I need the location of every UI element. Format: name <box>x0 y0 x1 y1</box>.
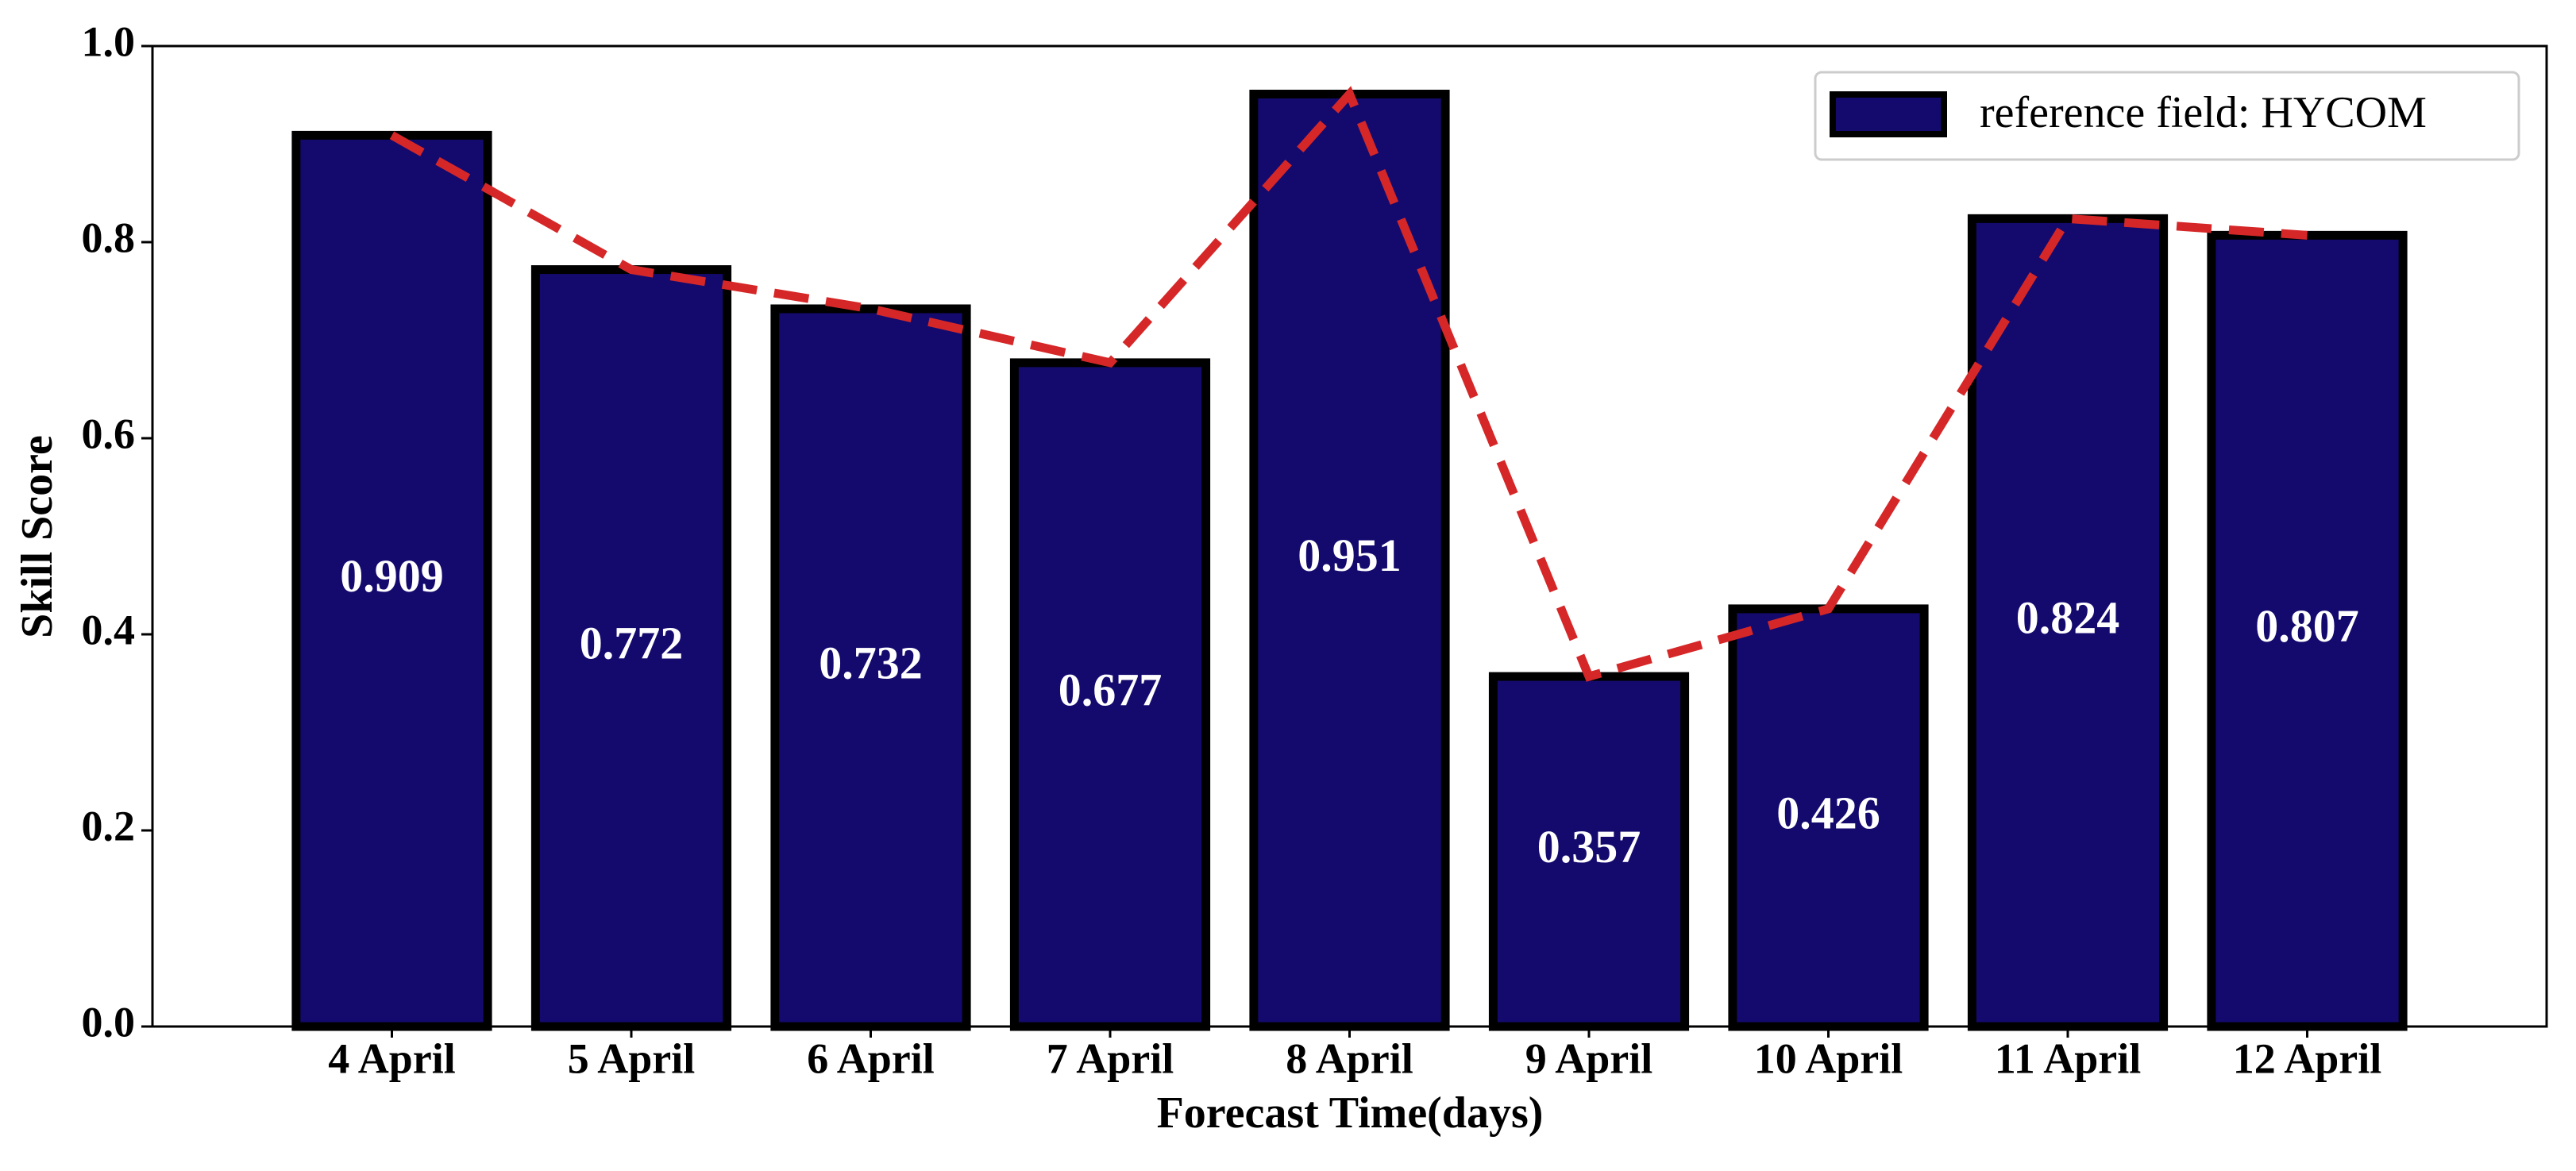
legend: reference field: HYCOM <box>1814 71 2520 161</box>
bar <box>2207 230 2408 1031</box>
legend-swatch <box>1830 91 1947 137</box>
data-label: 0.909 <box>340 550 444 602</box>
data-label: 0.732 <box>819 637 923 688</box>
x-axis-label: Forecast Time(days) <box>1157 1088 1544 1138</box>
x-tick-label: 11 April <box>1995 1034 2142 1082</box>
trend-line <box>389 86 2308 682</box>
bar <box>1967 214 2169 1031</box>
bar <box>770 304 971 1031</box>
bar <box>530 265 732 1031</box>
y-tick-label: 0.4 <box>82 606 136 653</box>
y-tick-label: 0.2 <box>82 802 136 849</box>
x-tick-label: 9 April <box>1525 1034 1653 1082</box>
data-label: 0.772 <box>580 618 684 669</box>
data-label: 0.426 <box>1776 787 1880 838</box>
x-tick-label: 6 April <box>807 1034 935 1082</box>
x-tick-label: 10 April <box>1754 1034 1903 1082</box>
y-tick-label: 0.6 <box>82 410 136 457</box>
x-tick-label: 7 April <box>1047 1034 1174 1082</box>
x-tick-label: 5 April <box>568 1034 696 1082</box>
legend-label: reference field: HYCOM <box>1980 88 2427 137</box>
y-tick-label: 1.0 <box>82 17 136 65</box>
data-label: 0.951 <box>1298 530 1402 581</box>
plot-frame <box>151 44 2548 1028</box>
legend-frame <box>1814 71 2520 161</box>
data-label: 0.677 <box>1059 664 1163 715</box>
data-label: 0.807 <box>2255 600 2359 652</box>
x-tick-label: 8 April <box>1286 1034 1413 1082</box>
y-tick-label: 0.8 <box>82 214 136 261</box>
x-tick-label: 4 April <box>328 1034 456 1082</box>
data-label: 0.824 <box>2016 591 2120 643</box>
y-tick-label: 0.0 <box>82 998 136 1046</box>
x-tick-label: 12 April <box>2233 1034 2382 1082</box>
data-label: 0.357 <box>1537 821 1641 872</box>
bar <box>1728 604 1929 1031</box>
y-axis-label: Skill Score <box>13 435 62 638</box>
